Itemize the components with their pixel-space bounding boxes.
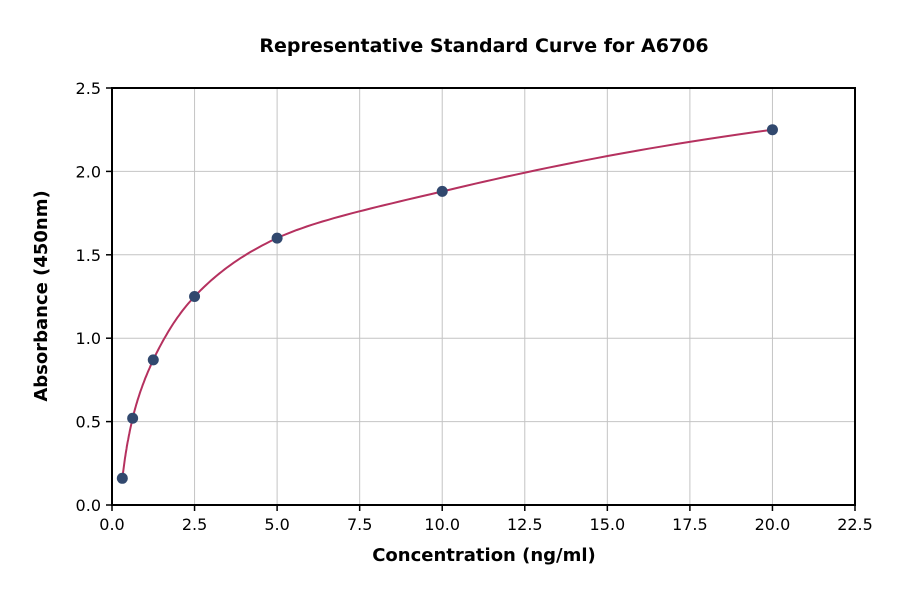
x-tick-label: 2.5 <box>182 515 207 534</box>
data-point <box>766 124 778 136</box>
plot-area: 0.0 2.5 5.0 7.5 10.0 12.5 15.0 17.5 20.0 22.5 0.0 0… <box>76 79 873 534</box>
data-point <box>436 185 448 197</box>
x-tick-label: 5.0 <box>264 515 289 534</box>
y-tick-label: 1.0 <box>76 329 101 348</box>
y-tick-label: 1.5 <box>76 246 101 265</box>
y-tick-label: 0.5 <box>76 413 101 432</box>
x-tick-label: 20.0 <box>755 515 791 534</box>
x-tick-label: 0.0 <box>99 515 124 534</box>
data-point <box>189 291 201 302</box>
data-point <box>147 354 159 366</box>
fit-curve <box>121 128 774 480</box>
x-tick-label: 7.5 <box>347 515 372 534</box>
y-tick-label: 0.0 <box>76 496 101 515</box>
plot-border <box>111 87 856 506</box>
x-tick-label: 12.5 <box>507 515 543 534</box>
x-axis-label: Concentration (ng/ml) <box>372 545 596 566</box>
data-point <box>116 472 128 484</box>
x-tick-label: 15.0 <box>590 515 626 534</box>
x-tick-label: 17.5 <box>672 515 708 534</box>
x-tick-label: 10.0 <box>424 515 460 534</box>
y-tick-label: 2.5 <box>76 79 101 98</box>
chart-title: Representative Standard Curve for A6706 <box>259 35 708 57</box>
y-axis-label: Absorbance (450nm) <box>31 190 52 401</box>
y-tick-label: 2.0 <box>76 162 101 181</box>
data-point <box>127 412 139 424</box>
x-tick-label: 22.5 <box>837 515 873 534</box>
data-point <box>271 232 283 244</box>
